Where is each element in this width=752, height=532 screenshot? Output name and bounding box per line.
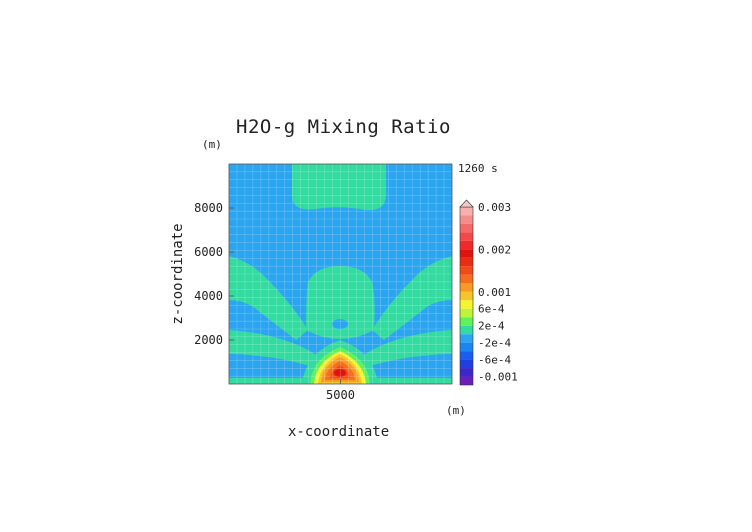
colorbar-swatch <box>460 308 473 318</box>
colorbar-swatch <box>460 368 473 377</box>
colorbar-swatch <box>460 240 473 250</box>
colorbar-swatch <box>460 283 473 292</box>
colorbar-label: -2e-4 <box>478 337 511 350</box>
colorbar-swatch <box>460 223 473 233</box>
core-peak <box>334 369 346 377</box>
x-unit-label: (m) <box>446 404 466 417</box>
colorbar-swatch <box>460 257 473 267</box>
colorbar-swatch <box>460 215 473 224</box>
y-tick-label: 4000 <box>194 289 223 303</box>
mid-plume-region <box>306 266 375 339</box>
colorbar-swatch <box>460 249 473 258</box>
mid-plume-hole <box>332 319 348 329</box>
colorbar-label: -6e-4 <box>478 354 511 367</box>
x-axis: 5000 <box>326 379 355 402</box>
left-upper-arm <box>229 256 308 340</box>
colorbar-swatch <box>460 207 473 216</box>
chart-title: H2O-g Mixing Ratio <box>236 116 451 138</box>
colorbar-swatch <box>460 376 473 385</box>
colorbar-label: 2e-4 <box>478 320 505 333</box>
colorbar-extend-arrow <box>459 199 474 208</box>
colorbar-swatch <box>460 266 473 275</box>
x-tick-label: 5000 <box>326 388 355 402</box>
y-tick-label: 6000 <box>194 245 223 259</box>
colorbar-label: 0.001 <box>478 286 511 299</box>
x-axis-title: x-coordinate <box>288 424 390 440</box>
colorbar-swatch <box>460 351 473 360</box>
y-axis-title: z-coordinate <box>170 223 186 325</box>
y-tick-label: 8000 <box>194 201 223 215</box>
time-label: 1260 s <box>458 162 498 175</box>
contour-field <box>229 164 452 384</box>
colorbar-label: -0.001 <box>478 371 518 384</box>
colorbar-swatch <box>460 300 473 309</box>
colorbar-swatch <box>460 325 473 335</box>
y-axis: 2000 4000 6000 8000 <box>194 201 234 347</box>
colorbar-label: 6e-4 <box>478 303 505 316</box>
colorbar-swatch <box>460 291 473 301</box>
upper-plume-region <box>292 164 387 211</box>
y-tick-label: 2000 <box>194 333 223 347</box>
colorbar-label: 0.003 <box>478 201 511 214</box>
left-lower-arm <box>229 330 322 366</box>
colorbar-label: 0.002 <box>478 243 511 256</box>
colorbar-swatch <box>460 334 473 343</box>
colorbar-swatch <box>460 274 473 284</box>
colorbar-swatch <box>460 342 473 352</box>
right-upper-arm <box>372 256 452 340</box>
colorbar-swatch <box>460 317 473 326</box>
right-lower-arm <box>358 330 452 366</box>
z-unit-label: (m) <box>202 138 222 151</box>
grid-lines <box>229 164 452 384</box>
colorbar: 0.003 0.002 0.001 6e-4 2e-4 -2e-4 -6e-4 -0.001 <box>459 199 518 386</box>
colorbar-swatch <box>460 359 473 369</box>
colorbar-swatch <box>460 232 473 241</box>
